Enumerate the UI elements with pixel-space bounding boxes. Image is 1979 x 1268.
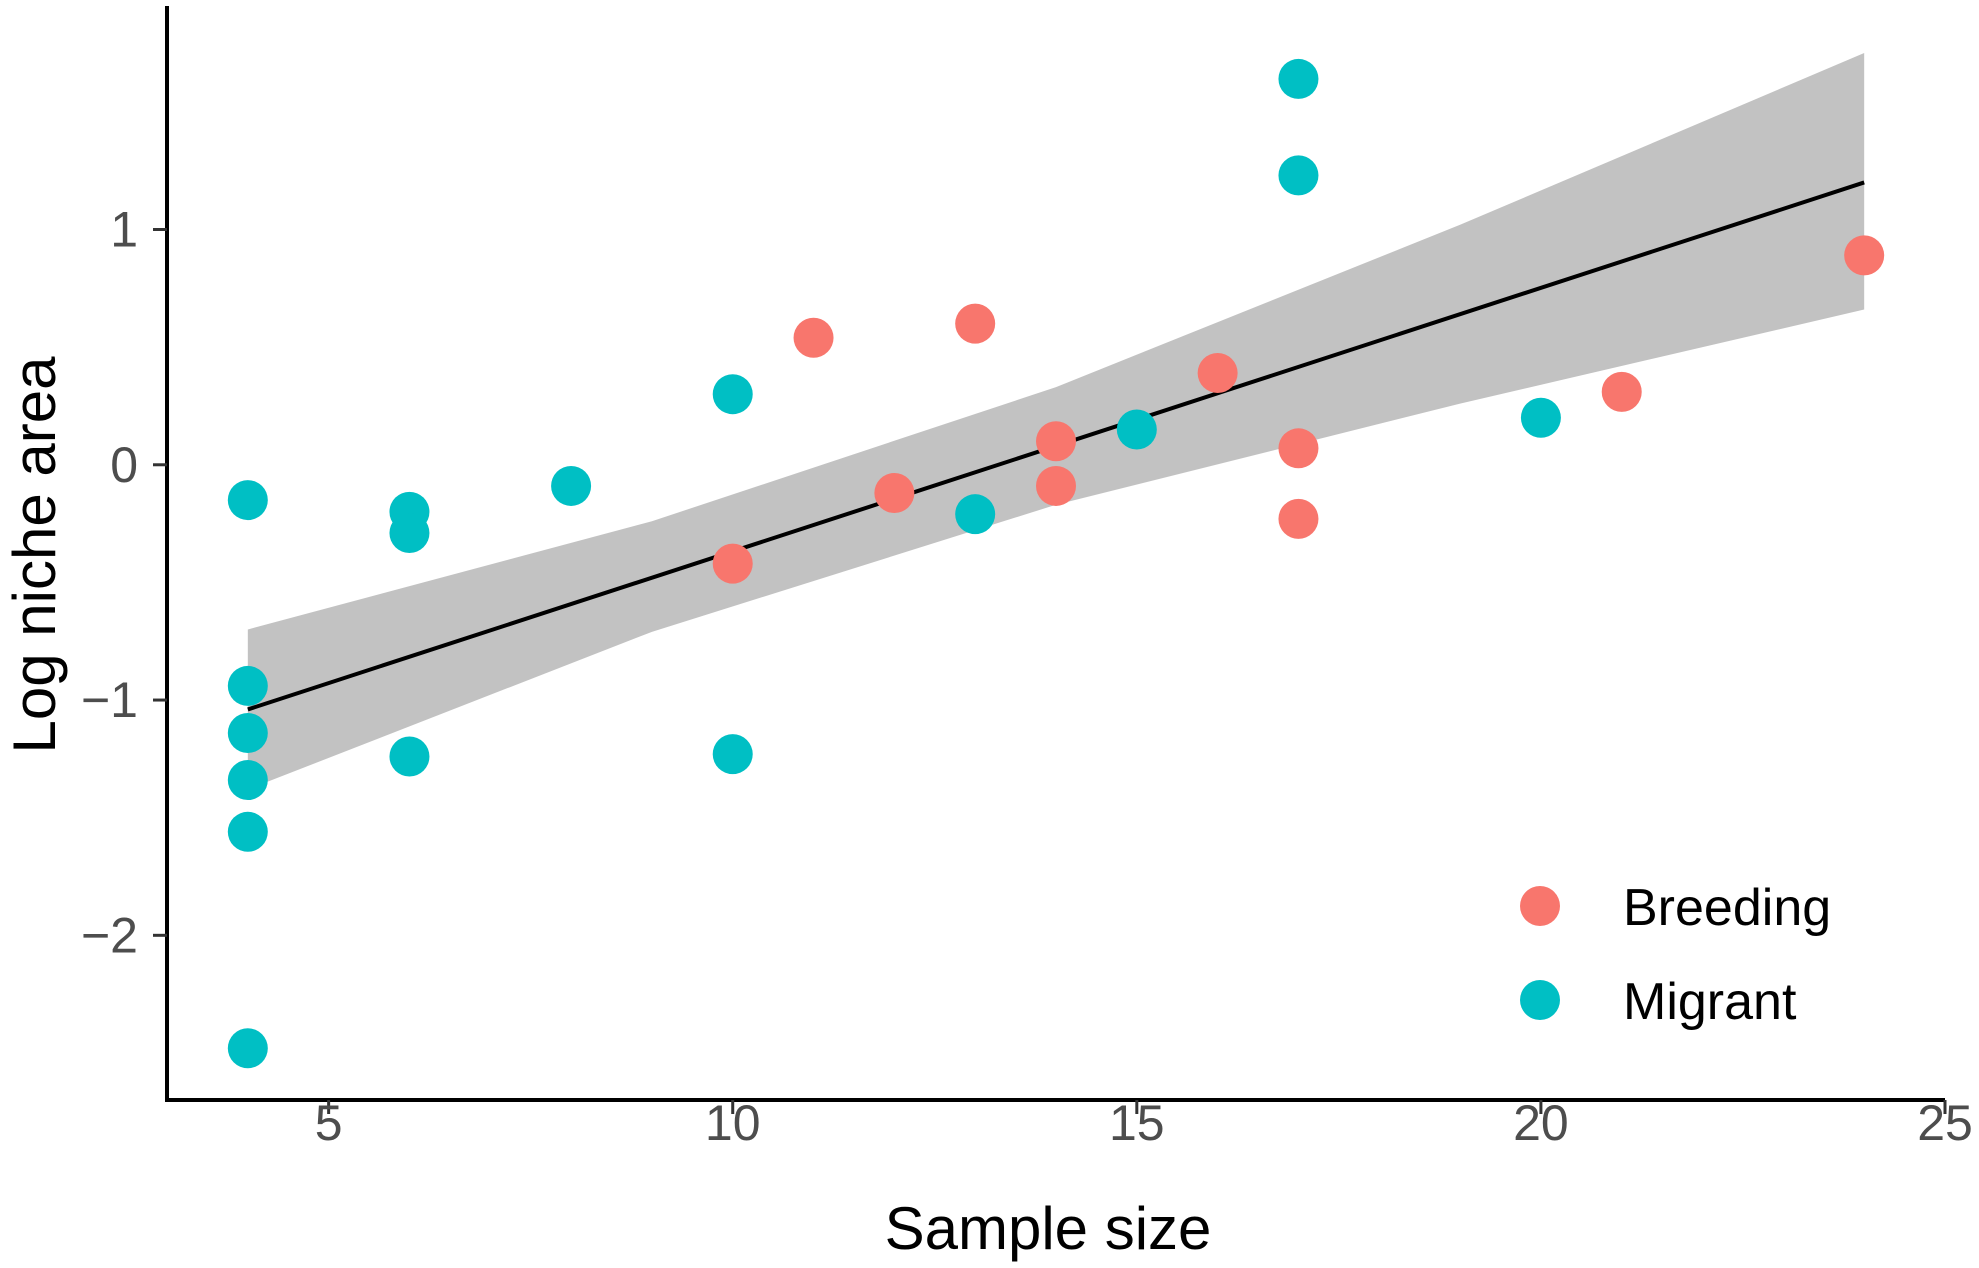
data-point-breeding: [1844, 235, 1885, 276]
data-point-migrant: [955, 494, 996, 535]
x-tick-label: 25: [1917, 1095, 1973, 1151]
x-tick-label: 15: [1109, 1095, 1165, 1151]
data-point-breeding: [874, 473, 915, 514]
data-point-breeding: [1036, 465, 1076, 506]
data-point-migrant: [227, 1028, 268, 1069]
y-tick-label: 0: [110, 437, 138, 493]
legend-key-breeding: [1520, 886, 1560, 926]
data-point-breeding: [1197, 353, 1238, 394]
y-tick-label: −2: [81, 907, 138, 963]
data-point-breeding: [1036, 421, 1076, 462]
data-point-breeding: [793, 317, 834, 358]
data-point-breeding: [1278, 498, 1319, 539]
data-point-migrant: [227, 665, 268, 706]
y-axis-title: Log niche area: [1, 356, 68, 754]
data-point-breeding: [955, 303, 996, 344]
y-tick-label: 1: [110, 202, 138, 258]
data-point-migrant: [712, 374, 753, 415]
data-point-migrant: [227, 760, 268, 801]
data-points-layer: [227, 58, 1885, 1069]
data-point-migrant: [1520, 397, 1561, 438]
x-axis-title: Sample size: [885, 1195, 1212, 1262]
data-point-migrant: [712, 734, 753, 775]
tick-marks: [153, 228, 1947, 1114]
data-point-breeding: [712, 543, 753, 584]
data-point-migrant: [389, 513, 430, 554]
data-point-migrant: [551, 465, 592, 506]
legend-label-migrant: Migrant: [1623, 973, 1797, 1031]
data-point-migrant: [1116, 409, 1157, 450]
data-point-migrant: [227, 712, 268, 753]
data-point-migrant: [1278, 155, 1319, 196]
legend: Breeding Migrant: [1520, 879, 1831, 1031]
x-tick-label: 10: [705, 1095, 761, 1151]
y-tick-label: −1: [81, 672, 138, 728]
data-point-breeding: [1278, 428, 1319, 469]
data-point-migrant: [227, 480, 268, 521]
data-point-migrant: [227, 811, 268, 852]
data-point-migrant: [1278, 58, 1319, 99]
legend-label-breeding: Breeding: [1623, 879, 1831, 937]
data-point-migrant: [389, 736, 430, 777]
x-tick-label: 20: [1513, 1095, 1569, 1151]
x-tick-label: 5: [315, 1095, 343, 1151]
legend-key-migrant: [1520, 980, 1560, 1020]
data-point-breeding: [1601, 371, 1642, 412]
axes: [165, 6, 1945, 1102]
